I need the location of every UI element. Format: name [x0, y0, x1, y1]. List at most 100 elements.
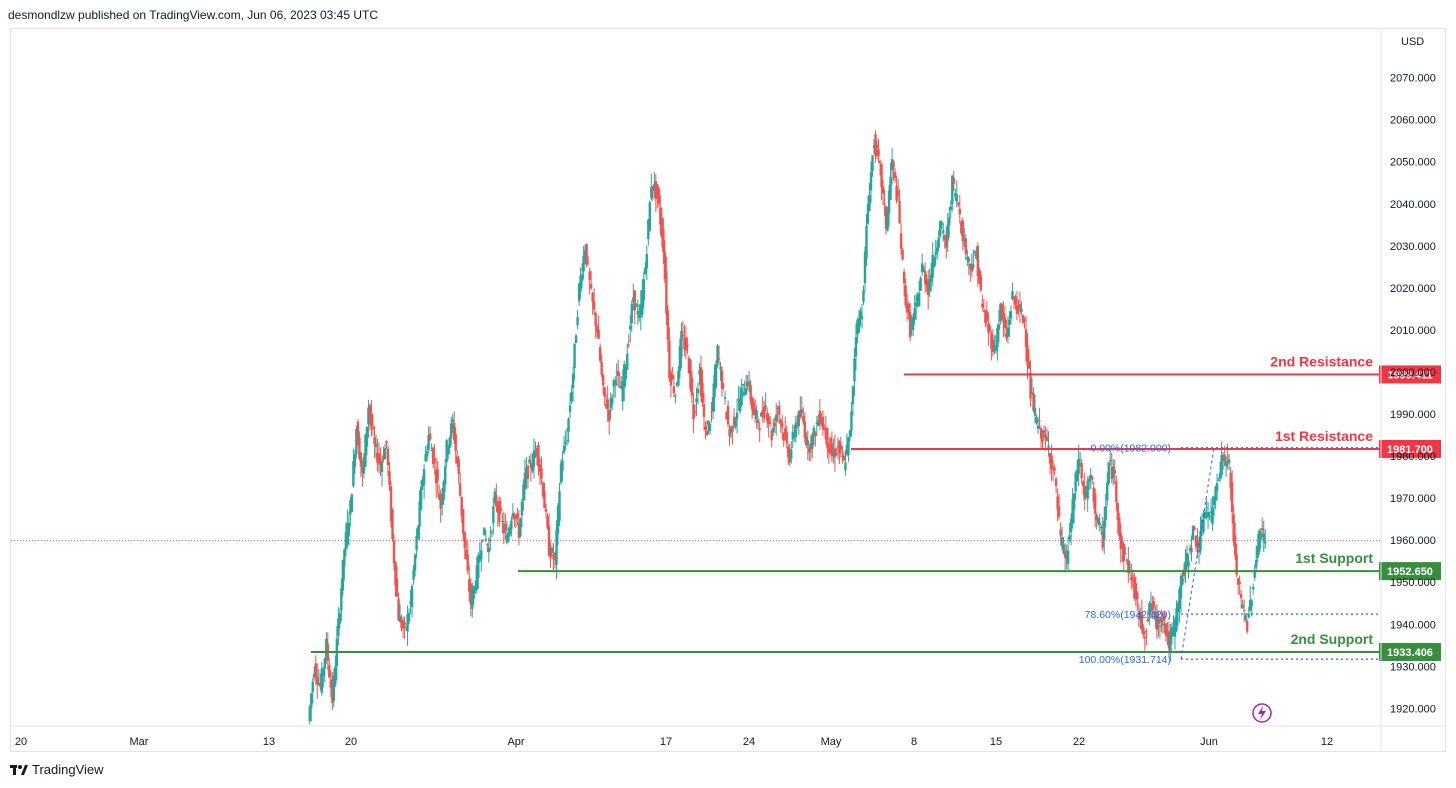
candle-body [803, 421, 807, 438]
candle-body [1241, 604, 1244, 609]
candle-body [463, 531, 466, 548]
candle-body [1227, 459, 1231, 464]
candle-body [680, 330, 683, 358]
candle-body [746, 382, 749, 387]
support-price-tag-label: 1952.650 [1387, 566, 1433, 578]
candle-body [671, 375, 674, 380]
candle-body [726, 405, 730, 425]
candle-body [555, 529, 558, 565]
candle-body [943, 235, 946, 240]
candle-body [731, 426, 734, 432]
candle-body [1148, 603, 1151, 616]
candle-body [520, 501, 524, 516]
candle-body [1158, 625, 1162, 628]
candle-body [1127, 560, 1130, 573]
candle-body [794, 423, 797, 438]
candle-body [535, 447, 539, 454]
candle-body [507, 532, 510, 541]
candle-body [988, 326, 992, 332]
y-tick-label: 2040.000 [1390, 199, 1436, 211]
candle-body [752, 402, 755, 416]
candle-body [1164, 623, 1168, 636]
candle-body [1244, 615, 1247, 621]
candle-body [796, 421, 799, 425]
candle-body [994, 346, 998, 351]
x-tick-label: Mar [130, 736, 149, 748]
candle-body [1027, 361, 1031, 369]
candle-body [1154, 612, 1157, 621]
candle-body [1057, 505, 1061, 517]
candle-body [692, 404, 695, 420]
candle-body [493, 491, 497, 503]
candle-body [471, 590, 474, 609]
resistance-price-tag [1379, 439, 1441, 458]
candle-body [1157, 618, 1160, 624]
candle-body [1211, 507, 1214, 525]
candle-body [632, 297, 635, 302]
candle-body [490, 531, 494, 533]
candle-body [508, 527, 512, 535]
candle-body [788, 449, 791, 463]
chart-panel[interactable]: 2nd Resistance 1999.411 1st Resistance 1981… [10, 28, 1446, 752]
candle-body [1023, 319, 1026, 321]
candle-body [928, 279, 931, 292]
candle-body [620, 385, 623, 389]
candle-body [678, 346, 682, 371]
candle-body [320, 668, 323, 693]
candle-body [1172, 626, 1175, 633]
candle-body [871, 155, 874, 172]
price-chart[interactable]: 2nd Resistance 1999.411 1st Resistance 1981… [11, 29, 1445, 751]
candle-body [364, 434, 367, 467]
candle-body [495, 495, 498, 507]
candle-body [1095, 514, 1098, 521]
candle-body [443, 466, 447, 485]
candle-body [580, 274, 584, 282]
candle-body [916, 295, 919, 302]
candle-body [656, 184, 659, 197]
candle-body [710, 411, 713, 413]
candle-body [489, 539, 492, 542]
candle-body [759, 413, 763, 417]
candle-body [892, 161, 895, 168]
candle-body [728, 428, 731, 437]
candle-body [618, 387, 621, 389]
candle-body [325, 638, 328, 661]
support-price-tag-label: 1933.406 [1387, 647, 1433, 659]
candle-body [588, 271, 591, 280]
support-price-tag [1379, 643, 1441, 662]
candle-body [939, 221, 942, 237]
candle-body [1245, 620, 1249, 632]
y-tick-label: 1980.000 [1390, 451, 1436, 463]
candle-body [522, 484, 525, 501]
x-tick-label: 22 [1073, 736, 1085, 748]
candle-body [1182, 569, 1186, 577]
candle-body [368, 405, 372, 418]
candle-body [401, 620, 405, 629]
candle-body [340, 588, 343, 611]
candle-body [314, 663, 317, 678]
candle-body [1194, 535, 1198, 547]
candle-body [914, 302, 918, 307]
x-tick-label: 15 [990, 736, 1002, 748]
candle-body [690, 377, 694, 396]
candle-body [1253, 570, 1256, 578]
candle-body [1208, 515, 1211, 517]
candle-body [513, 513, 516, 519]
candle-body [1101, 531, 1104, 548]
candle-body [850, 411, 853, 431]
candle-body [687, 358, 691, 374]
candle-body [981, 303, 984, 308]
candle-body [862, 290, 865, 302]
tradingview-footer[interactable]: TradingView [10, 762, 104, 777]
candle-body [963, 242, 966, 244]
candle-body [877, 149, 880, 157]
candle-body [957, 202, 960, 205]
candle-body [410, 586, 414, 608]
candle-body [823, 427, 826, 431]
candle-body [758, 428, 761, 431]
candle-body [1256, 545, 1259, 558]
candle-body [693, 411, 697, 413]
candle-body [475, 565, 478, 590]
candle-body [418, 501, 421, 527]
candle-body [329, 680, 333, 688]
